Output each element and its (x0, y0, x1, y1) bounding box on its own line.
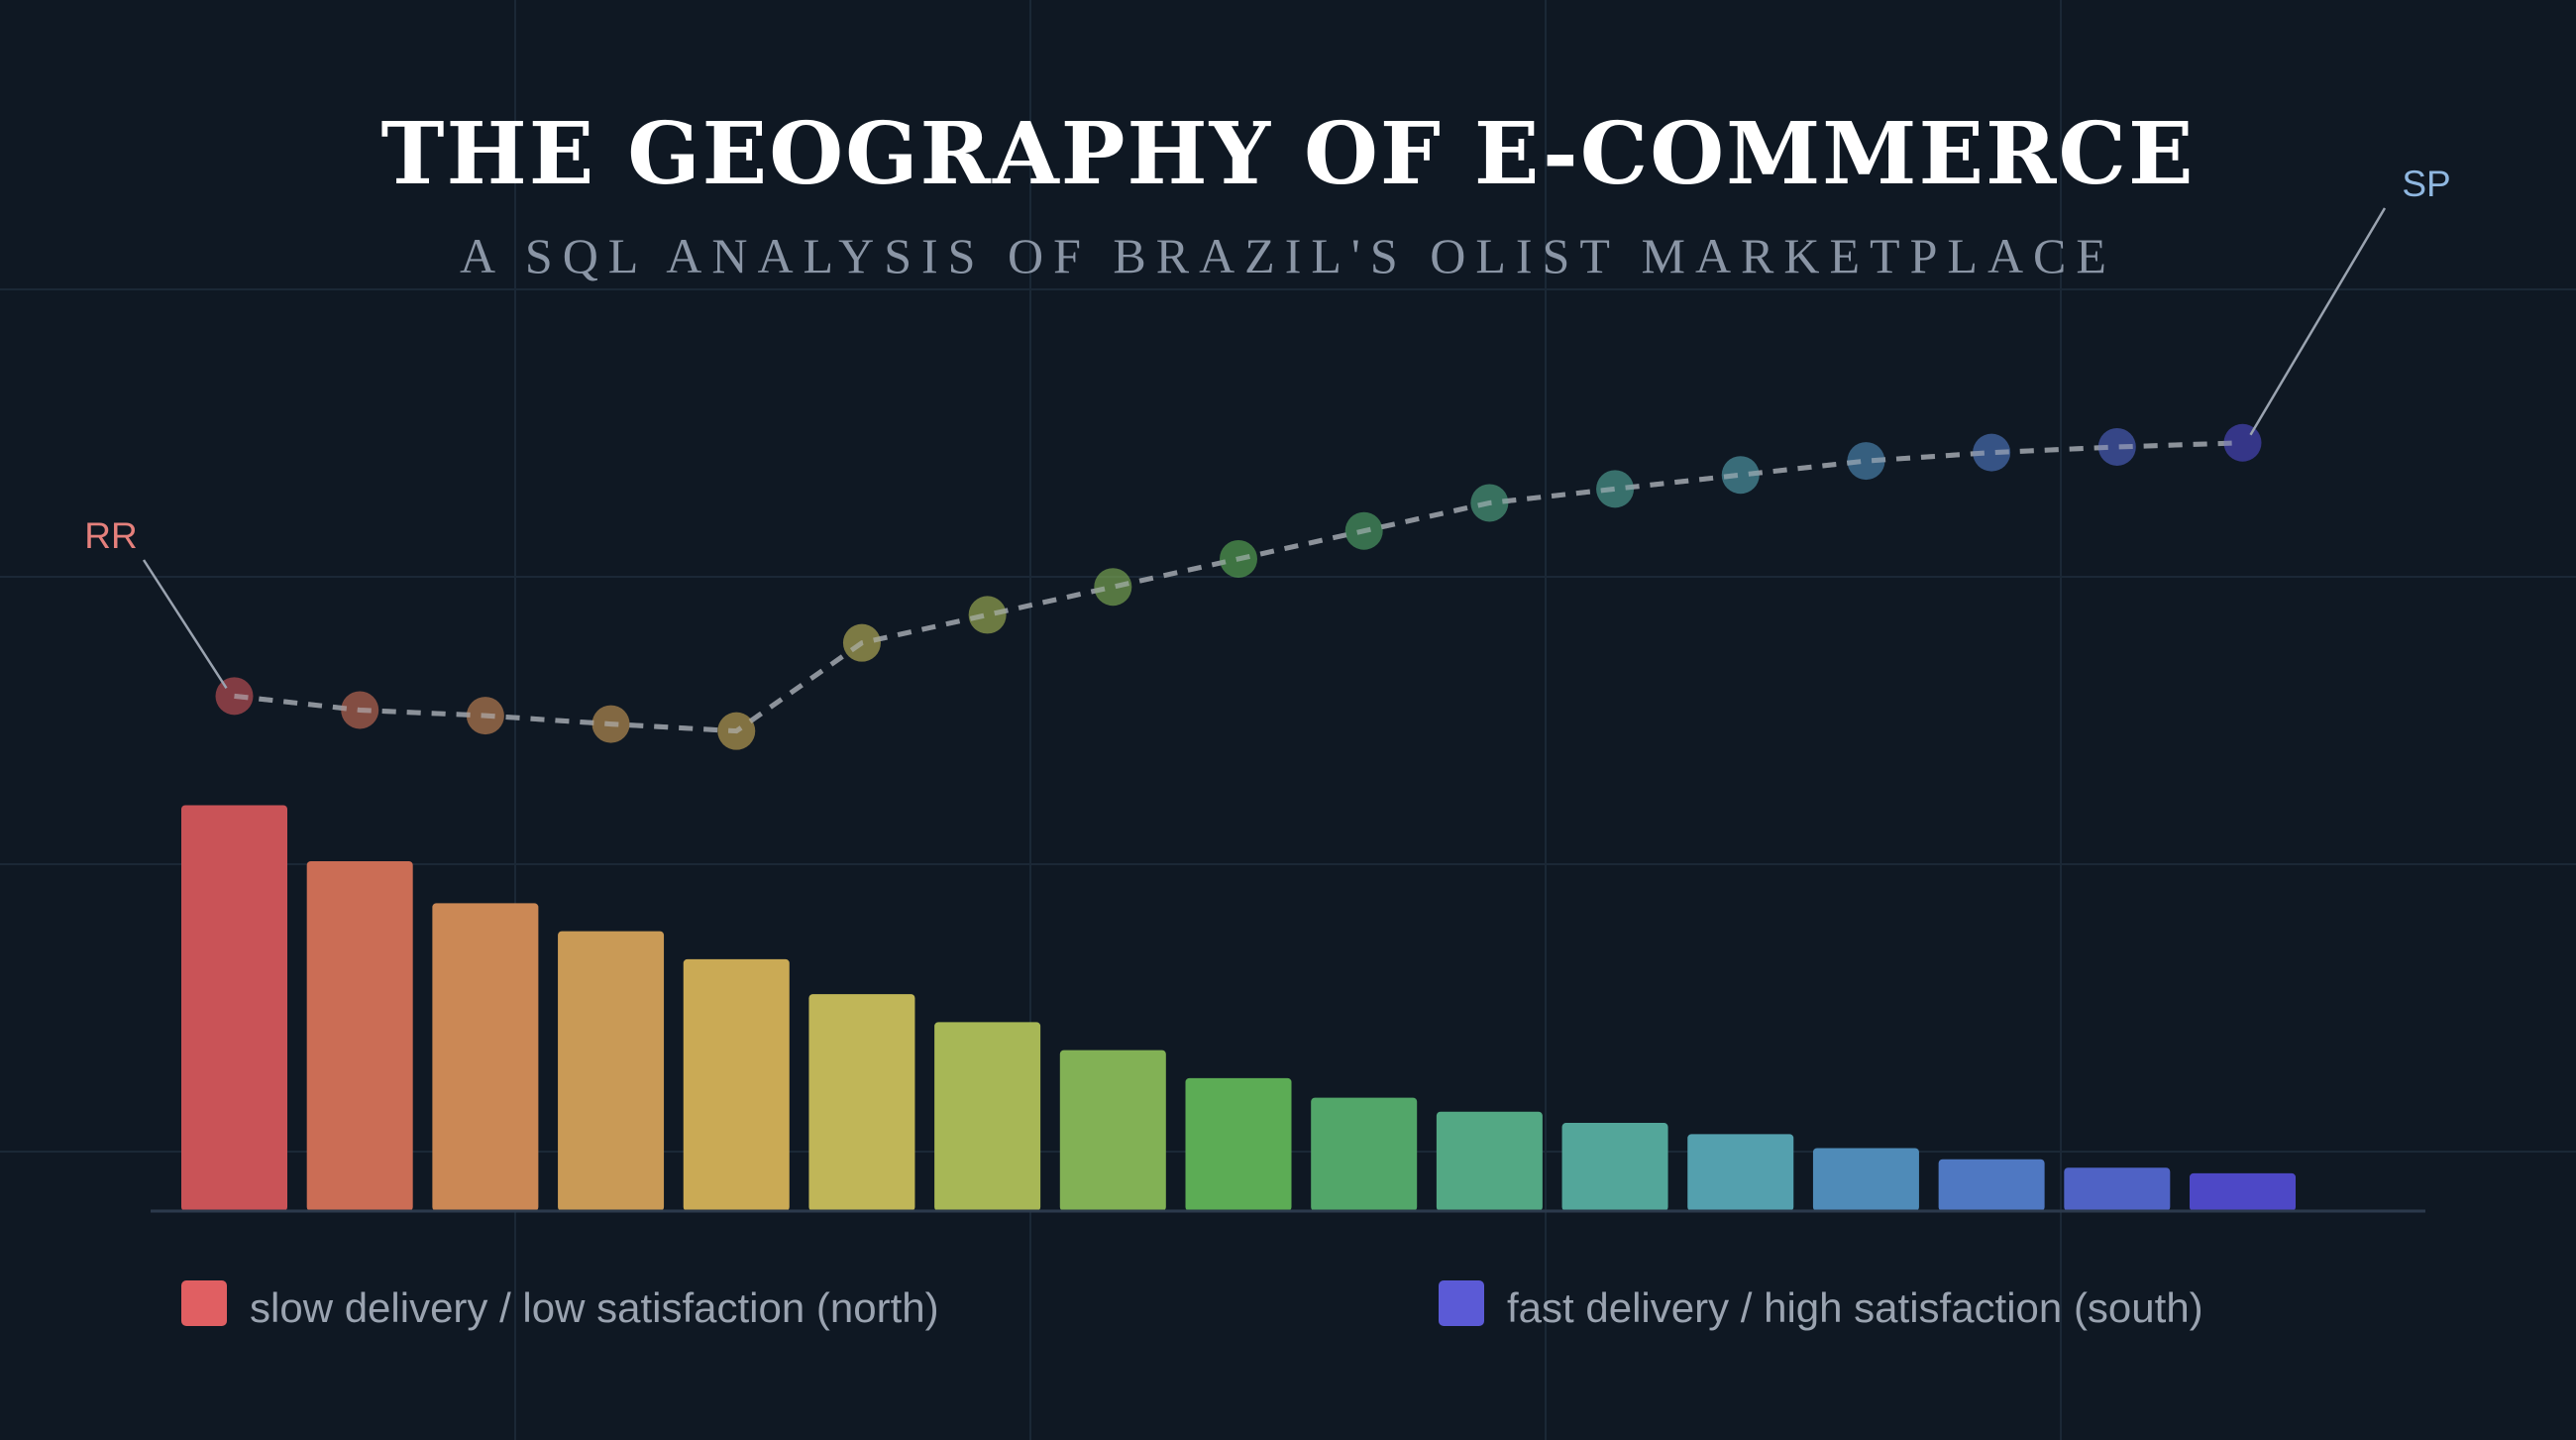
bar (683, 958, 790, 1211)
bar (1436, 1111, 1543, 1211)
bar-group (181, 805, 2296, 1211)
bar (558, 931, 665, 1211)
callout-label-rr: RR (84, 515, 137, 556)
callout-leader-rr (142, 559, 228, 690)
legend-swatch (1439, 1280, 1484, 1326)
trend-point (1094, 568, 1132, 607)
bar (1185, 1077, 1292, 1211)
trend-point (1847, 442, 1885, 481)
legend-swatch (181, 1280, 227, 1326)
bar (1687, 1134, 1794, 1211)
chart-subtitle: A SQL ANALYSIS OF BRAZIL'S OLIST MARKETP… (460, 228, 2116, 283)
bar (306, 860, 413, 1211)
legend-label: fast delivery / high satisfaction (south… (1507, 1284, 2203, 1331)
bar (1059, 1050, 1166, 1211)
chart-title: THE GEOGRAPHY OF E-COMMERCE (380, 104, 2195, 204)
trend-point (1721, 456, 1760, 495)
bar (808, 994, 915, 1211)
bar (934, 1022, 1041, 1211)
bar (1812, 1148, 1919, 1211)
trend-line (234, 440, 2243, 734)
trend-line-group (215, 423, 2262, 750)
bar (1938, 1159, 2045, 1211)
trend-point (1596, 470, 1635, 508)
trend-point (2097, 427, 2136, 466)
legend-label: slow delivery / low satisfaction (north) (250, 1284, 939, 1331)
bar (1561, 1123, 1668, 1211)
callout-leader-sp (2249, 207, 2387, 436)
trend-point (968, 596, 1007, 634)
callout-label-sp: SP (2402, 164, 2450, 204)
bar (1311, 1097, 1418, 1211)
trend-point (1973, 433, 2011, 472)
bar (181, 805, 287, 1211)
bar (432, 903, 539, 1211)
callout-group: RR SP (84, 164, 2451, 690)
legend: slow delivery / low satisfaction (north)… (181, 1280, 2203, 1331)
bar (2190, 1172, 2296, 1211)
bar (2064, 1167, 2171, 1211)
trend-line-overlay (234, 440, 2243, 734)
